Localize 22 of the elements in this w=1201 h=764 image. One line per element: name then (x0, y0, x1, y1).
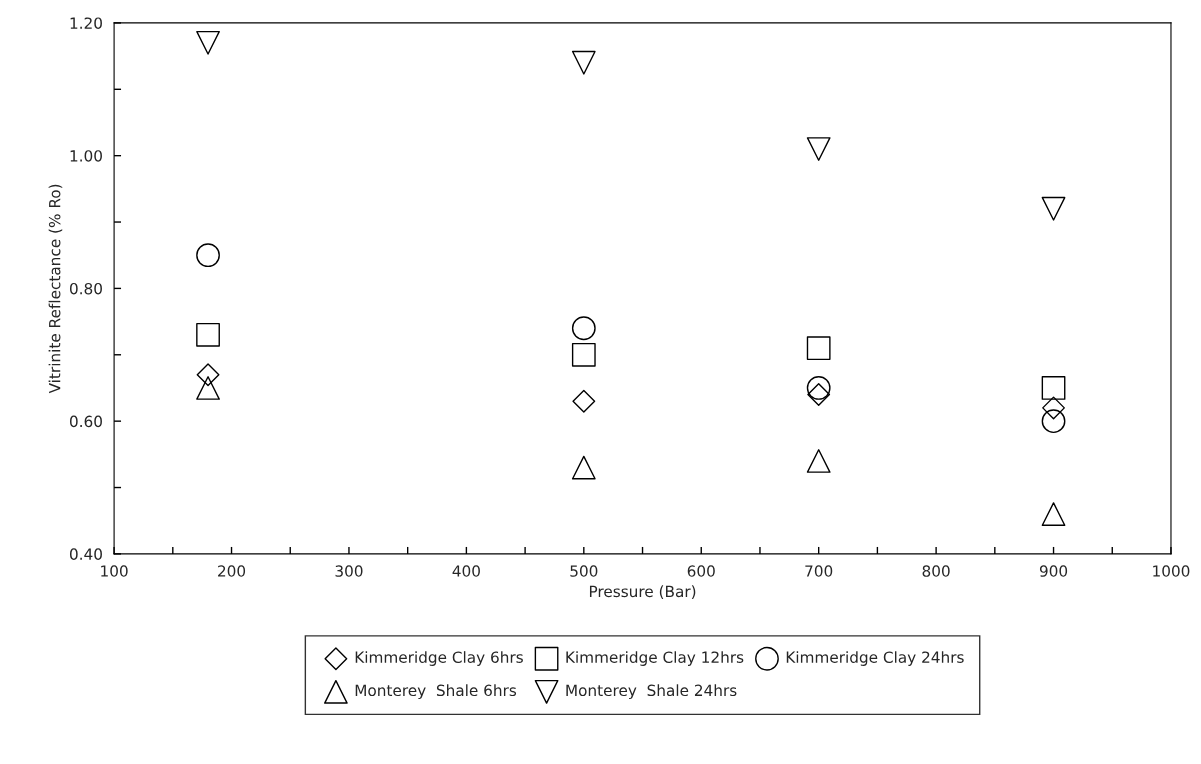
x-tick-label: 1000 (1153, 565, 1190, 577)
x-tick-label: 900 (1039, 565, 1068, 577)
y-tick-label: 1.20 (70, 17, 102, 29)
legend-label: Kimmeridge Clay 24hrs (786, 651, 964, 666)
y-tick-label: 0.60 (69, 415, 102, 428)
x-tick-label: 700 (805, 565, 833, 577)
y-axis-title: Vitrinite Reflectance (% Ro) (48, 184, 63, 394)
legend-label: Monterey Shale 6hrs (355, 684, 517, 700)
y-tick-label: 1.00 (70, 150, 102, 162)
x-tick-label: 400 (452, 565, 480, 577)
x-tick-label: 500 (570, 565, 598, 577)
y-tick-label: 0.40 (69, 548, 102, 560)
legend-label: Monterey Shale 24hrs (566, 684, 737, 700)
legend-label: Kimmeridge Clay 6hrs (355, 651, 523, 666)
x-tick-label: 200 (218, 565, 246, 577)
x-tick-label: 800 (922, 565, 950, 577)
x-axis-title: Pressure (Bar) (589, 585, 696, 599)
x-tick-label: 100 (101, 565, 128, 577)
y-tick-label: 0.80 (69, 282, 102, 295)
x-tick-label: 600 (687, 565, 715, 577)
x-tick-label: 300 (335, 565, 363, 577)
legend-label: Kimmeridge Clay 12hrs (566, 651, 744, 666)
